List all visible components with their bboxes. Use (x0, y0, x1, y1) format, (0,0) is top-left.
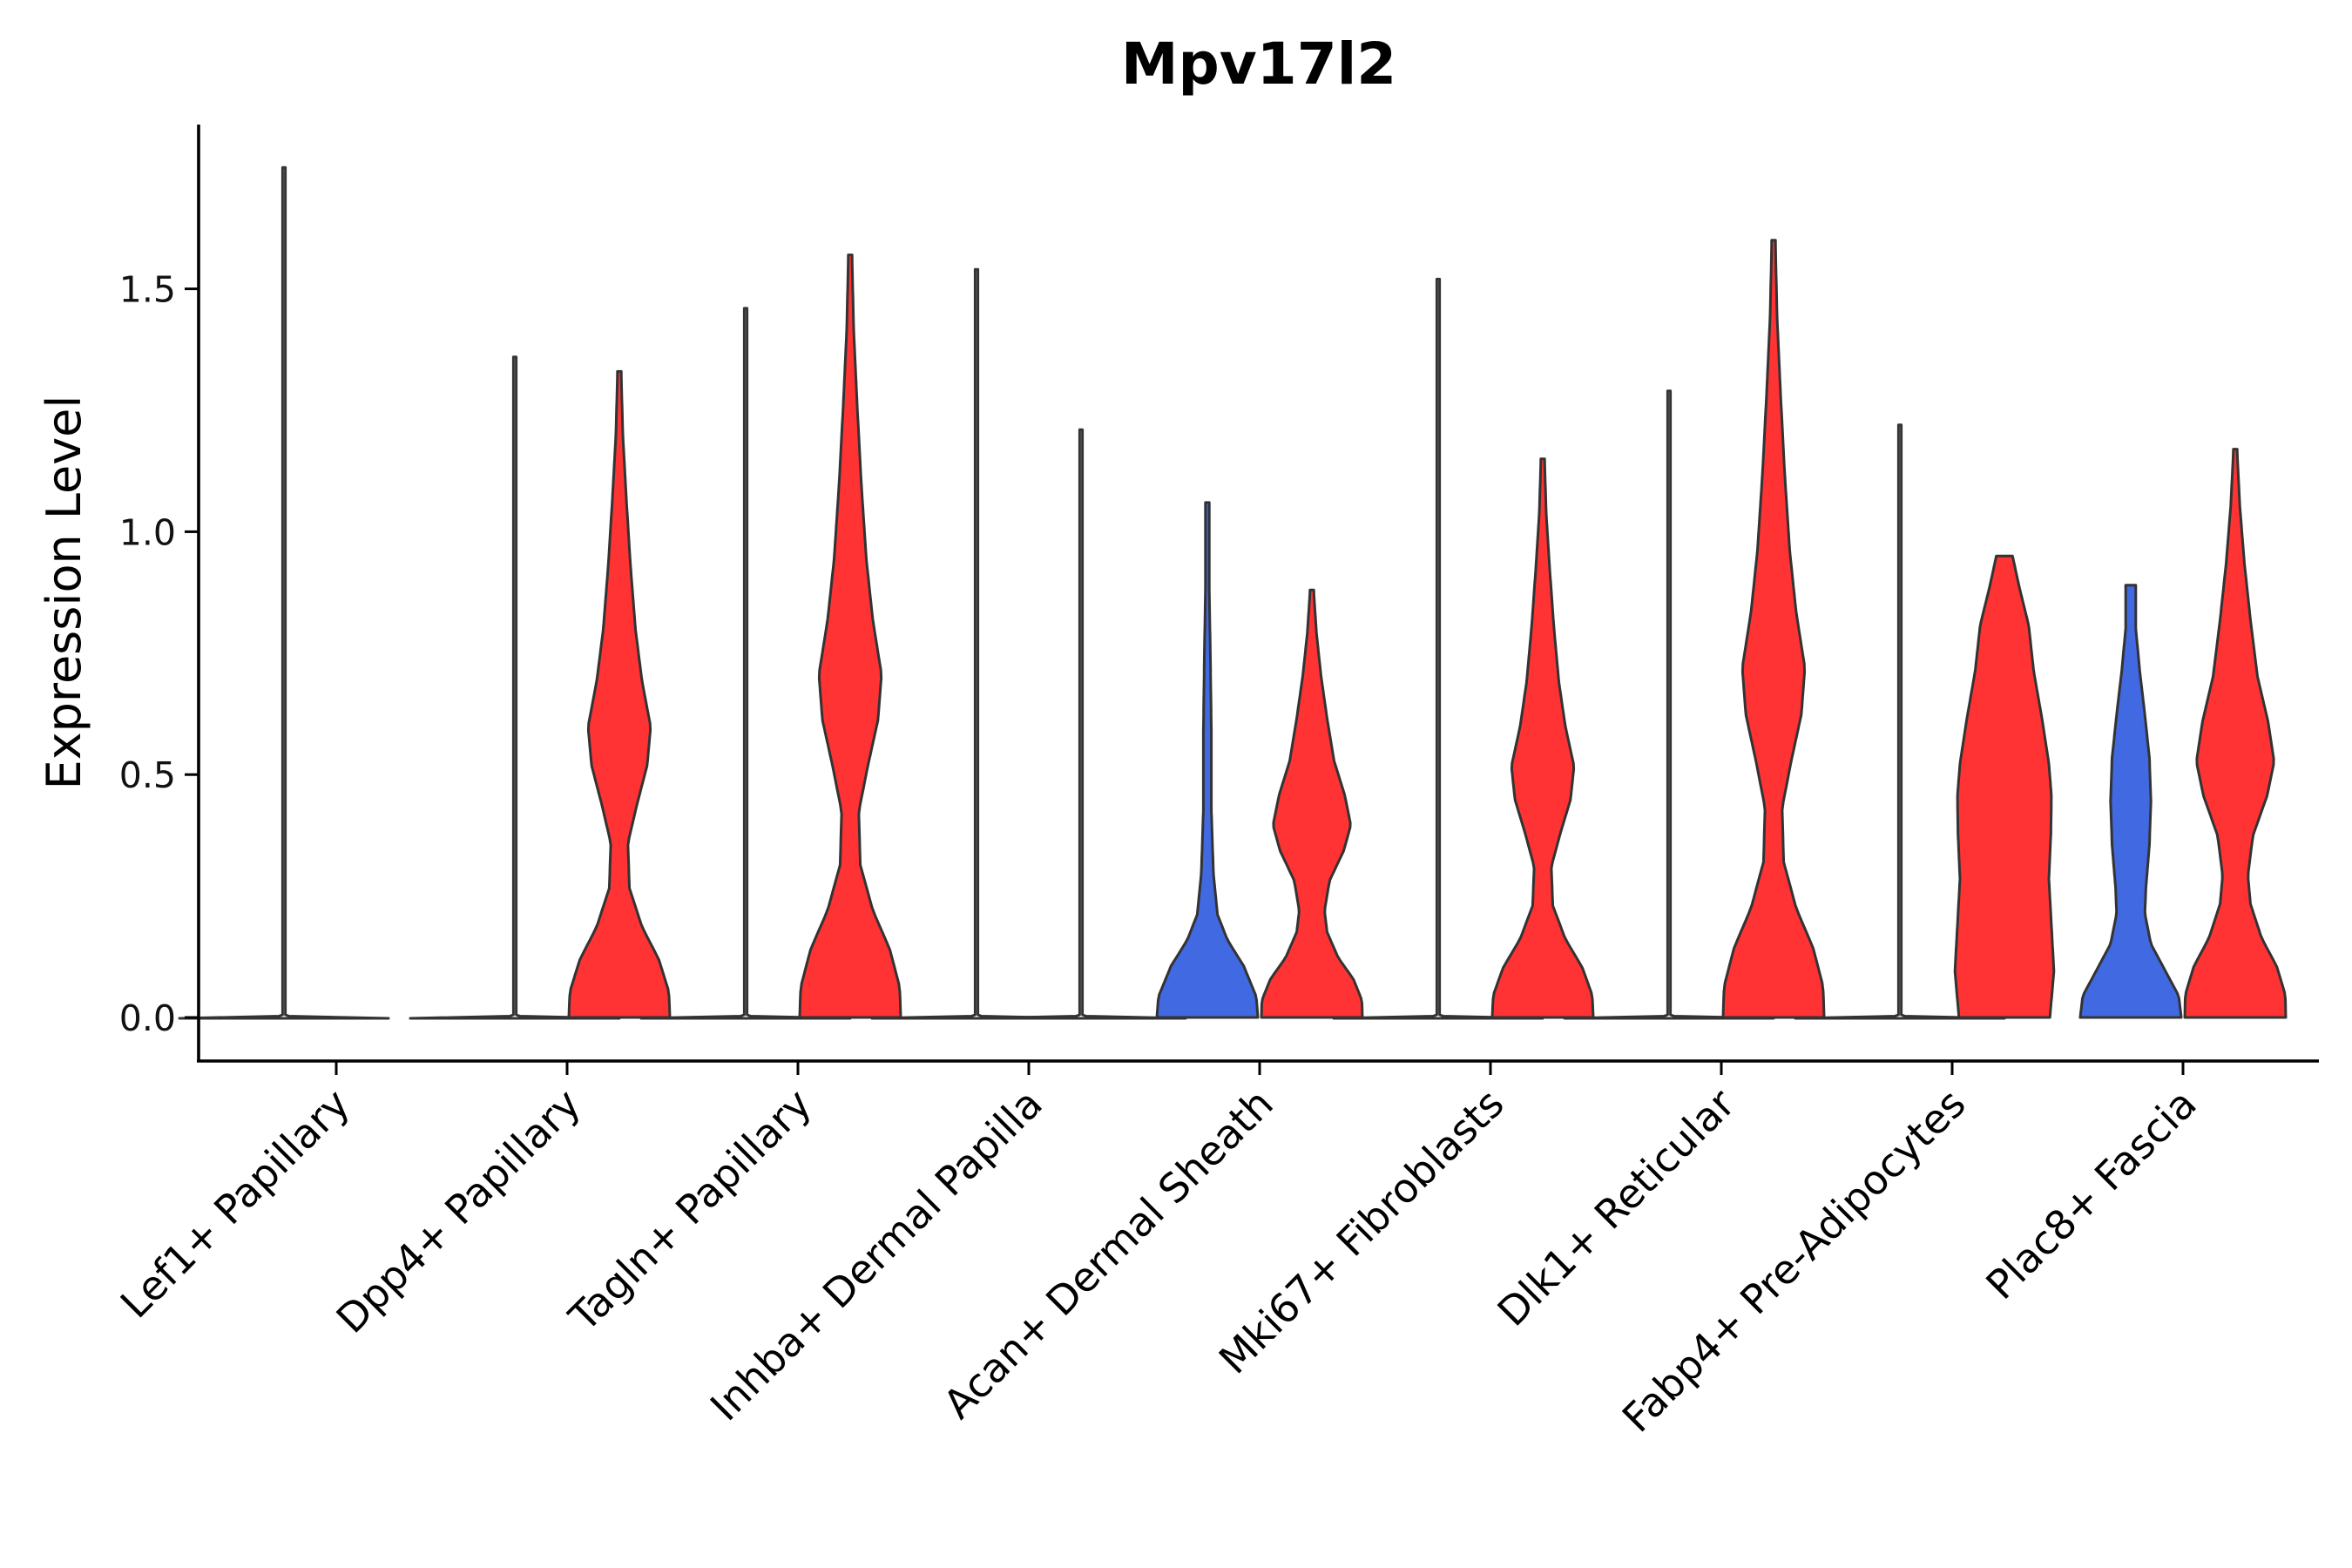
x-tick-label: Lef1+ Papillary (112, 1080, 359, 1328)
x-tick-label: Tagln+ Papillary (559, 1080, 821, 1342)
violin-group_b-6 (1490, 457, 1595, 1019)
violin-group_a-3 (639, 307, 852, 1020)
violin-group_b-2 (567, 369, 672, 1019)
violin-group_b-7 (1721, 239, 1826, 1019)
x-tick-label: Plac8+ Fascia (1977, 1080, 2205, 1308)
y-tick-label: 0.5 (119, 754, 176, 796)
violin-group_a-6 (1332, 277, 1544, 1020)
violin-group_b-4 (975, 428, 1187, 1020)
violin-group_b-8 (1953, 554, 2056, 1019)
y-tick-label: 0.0 (119, 997, 176, 1039)
x-tick-label: Dpp4+ Papillary (328, 1080, 590, 1342)
axes (197, 125, 2319, 1063)
violin-group_a-9 (2078, 584, 2183, 1019)
y-tick-label: 1.5 (119, 269, 176, 311)
violin-group_a-1 (178, 166, 390, 1020)
violin-group_a-7 (1563, 389, 1775, 1020)
y-ticks: 0.0 0.5 1.0 1.5 (119, 269, 199, 1039)
x-tick-label: Dlk1+ Reticular (1489, 1080, 1744, 1335)
violin-group_a-2 (409, 355, 621, 1020)
violin-group_b-9 (2183, 448, 2288, 1019)
violin-group_a-5 (1155, 501, 1260, 1019)
violin-layer (178, 166, 2288, 1020)
violin-group_b-3 (798, 253, 902, 1019)
y-tick-label: 1.0 (119, 511, 176, 553)
y-axis-label: Expression Level (37, 395, 91, 790)
chart-title: Mpv17l2 (1121, 30, 1396, 98)
violin-group_b-5 (1260, 588, 1364, 1019)
violin-group_a-4 (870, 267, 1083, 1020)
